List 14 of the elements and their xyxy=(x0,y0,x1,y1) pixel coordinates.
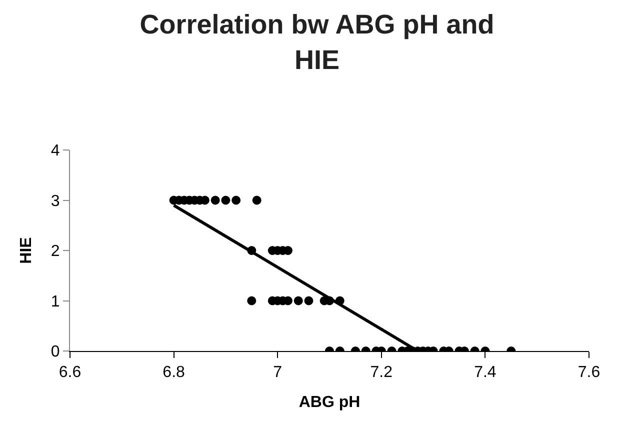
x-tick-label: 7 xyxy=(273,364,282,382)
y-tick-label: 0 xyxy=(50,344,60,361)
x-tick-label: 7.4 xyxy=(474,364,496,382)
y-tick-label: 1 xyxy=(50,293,60,310)
y-tick-label: 2 xyxy=(50,243,60,260)
y-tick-label: 3 xyxy=(50,192,60,210)
x-tick-label: 7.2 xyxy=(370,364,393,382)
x-tick-label: 6.6 xyxy=(58,364,82,382)
x-axis-title: ABG pH xyxy=(298,394,360,411)
chart-title: Correlation bw ABG pH and HIE xyxy=(140,10,494,75)
x-tick-label: 7.6 xyxy=(578,364,600,382)
y-tick-label: 4 xyxy=(50,142,60,160)
y-axis-title: HIE xyxy=(18,236,35,264)
x-tick-label: 6.8 xyxy=(162,364,186,382)
